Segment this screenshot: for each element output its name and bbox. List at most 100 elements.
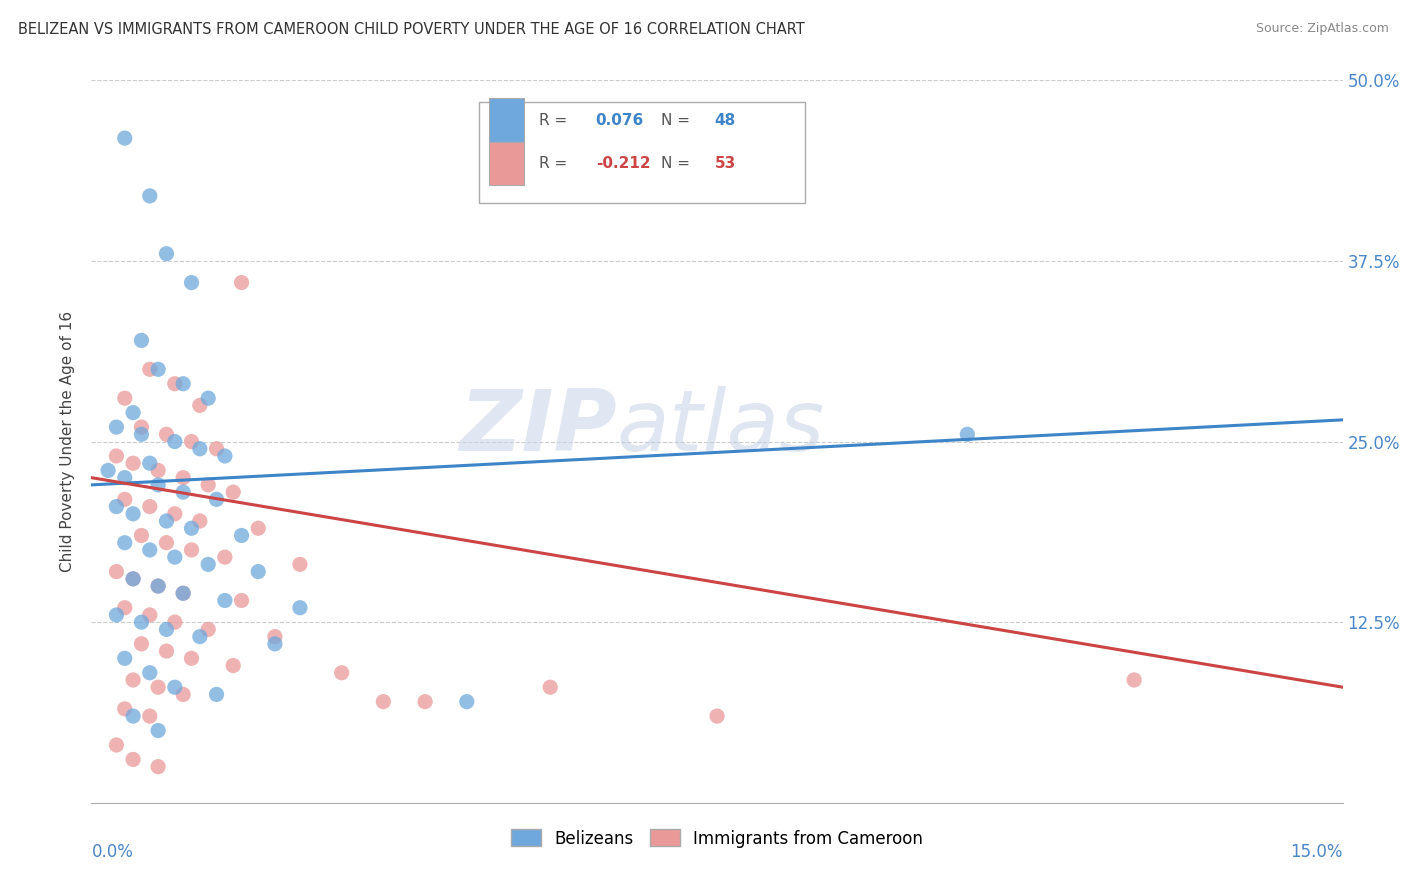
- Point: [180, 521, 202, 535]
- Point: [131, 334, 153, 348]
- Point: [231, 276, 253, 290]
- Point: [105, 738, 128, 752]
- Point: [131, 528, 153, 542]
- Text: 53: 53: [714, 156, 735, 171]
- Point: [205, 442, 228, 456]
- Point: [139, 709, 162, 723]
- Point: [214, 550, 236, 565]
- Point: [163, 680, 186, 694]
- Point: [288, 600, 311, 615]
- Point: [172, 471, 194, 485]
- Point: [139, 665, 162, 680]
- Point: [114, 535, 136, 549]
- Point: [139, 362, 162, 376]
- Point: [131, 427, 153, 442]
- Point: [231, 528, 253, 542]
- Point: [139, 542, 162, 557]
- Point: [139, 456, 162, 470]
- Y-axis label: Child Poverty Under the Age of 16: Child Poverty Under the Age of 16: [60, 311, 76, 572]
- Point: [146, 680, 169, 694]
- Point: [956, 427, 979, 442]
- Point: [105, 449, 128, 463]
- Point: [231, 593, 253, 607]
- Point: [180, 542, 202, 557]
- Point: [1123, 673, 1146, 687]
- Point: [222, 658, 245, 673]
- Point: [122, 709, 145, 723]
- Point: [163, 550, 186, 565]
- Point: [122, 752, 145, 766]
- Point: [146, 362, 169, 376]
- Point: [373, 695, 395, 709]
- Point: [188, 442, 211, 456]
- Point: [247, 521, 270, 535]
- Text: N =: N =: [661, 156, 695, 171]
- Point: [205, 687, 228, 701]
- Text: R =: R =: [540, 156, 572, 171]
- Point: [114, 391, 136, 405]
- Point: [288, 558, 311, 572]
- Point: [706, 709, 728, 723]
- Point: [155, 246, 177, 260]
- Legend: Belizeans, Immigrants from Cameroon: Belizeans, Immigrants from Cameroon: [502, 821, 932, 856]
- Text: -0.212: -0.212: [596, 156, 651, 171]
- Point: [197, 391, 219, 405]
- Point: [139, 500, 162, 514]
- Point: [188, 630, 211, 644]
- Point: [139, 189, 162, 203]
- Point: [114, 600, 136, 615]
- Point: [114, 492, 136, 507]
- Point: [163, 615, 186, 630]
- Point: [197, 558, 219, 572]
- Text: R =: R =: [540, 112, 572, 128]
- Point: [163, 507, 186, 521]
- Point: [247, 565, 270, 579]
- Point: [155, 427, 177, 442]
- Point: [114, 471, 136, 485]
- Point: [122, 572, 145, 586]
- Text: N =: N =: [661, 112, 695, 128]
- Point: [188, 514, 211, 528]
- Point: [114, 702, 136, 716]
- Point: [197, 623, 219, 637]
- Text: 48: 48: [714, 112, 735, 128]
- Text: Source: ZipAtlas.com: Source: ZipAtlas.com: [1256, 22, 1389, 36]
- Point: [146, 463, 169, 477]
- Point: [97, 463, 120, 477]
- Text: 0.0%: 0.0%: [91, 843, 134, 861]
- Point: [105, 500, 128, 514]
- Text: 15.0%: 15.0%: [1291, 843, 1343, 861]
- FancyBboxPatch shape: [479, 102, 804, 203]
- Point: [264, 637, 287, 651]
- Point: [105, 420, 128, 434]
- Point: [122, 406, 145, 420]
- Point: [105, 565, 128, 579]
- Point: [180, 276, 202, 290]
- Point: [122, 507, 145, 521]
- Point: [197, 478, 219, 492]
- Point: [122, 456, 145, 470]
- Text: ZIP: ZIP: [460, 385, 617, 468]
- Text: BELIZEAN VS IMMIGRANTS FROM CAMEROON CHILD POVERTY UNDER THE AGE OF 16 CORRELATI: BELIZEAN VS IMMIGRANTS FROM CAMEROON CHI…: [18, 22, 806, 37]
- Point: [131, 637, 153, 651]
- Point: [180, 651, 202, 665]
- Point: [163, 434, 186, 449]
- Point: [172, 586, 194, 600]
- Point: [131, 615, 153, 630]
- Point: [456, 695, 478, 709]
- Point: [163, 376, 186, 391]
- Point: [146, 723, 169, 738]
- Point: [264, 630, 287, 644]
- Point: [146, 579, 169, 593]
- Point: [105, 607, 128, 622]
- Point: [172, 376, 194, 391]
- Point: [122, 673, 145, 687]
- Point: [155, 514, 177, 528]
- Point: [172, 485, 194, 500]
- Point: [146, 579, 169, 593]
- Point: [114, 651, 136, 665]
- Point: [214, 593, 236, 607]
- Point: [155, 644, 177, 658]
- Text: 0.076: 0.076: [596, 112, 644, 128]
- Point: [205, 492, 228, 507]
